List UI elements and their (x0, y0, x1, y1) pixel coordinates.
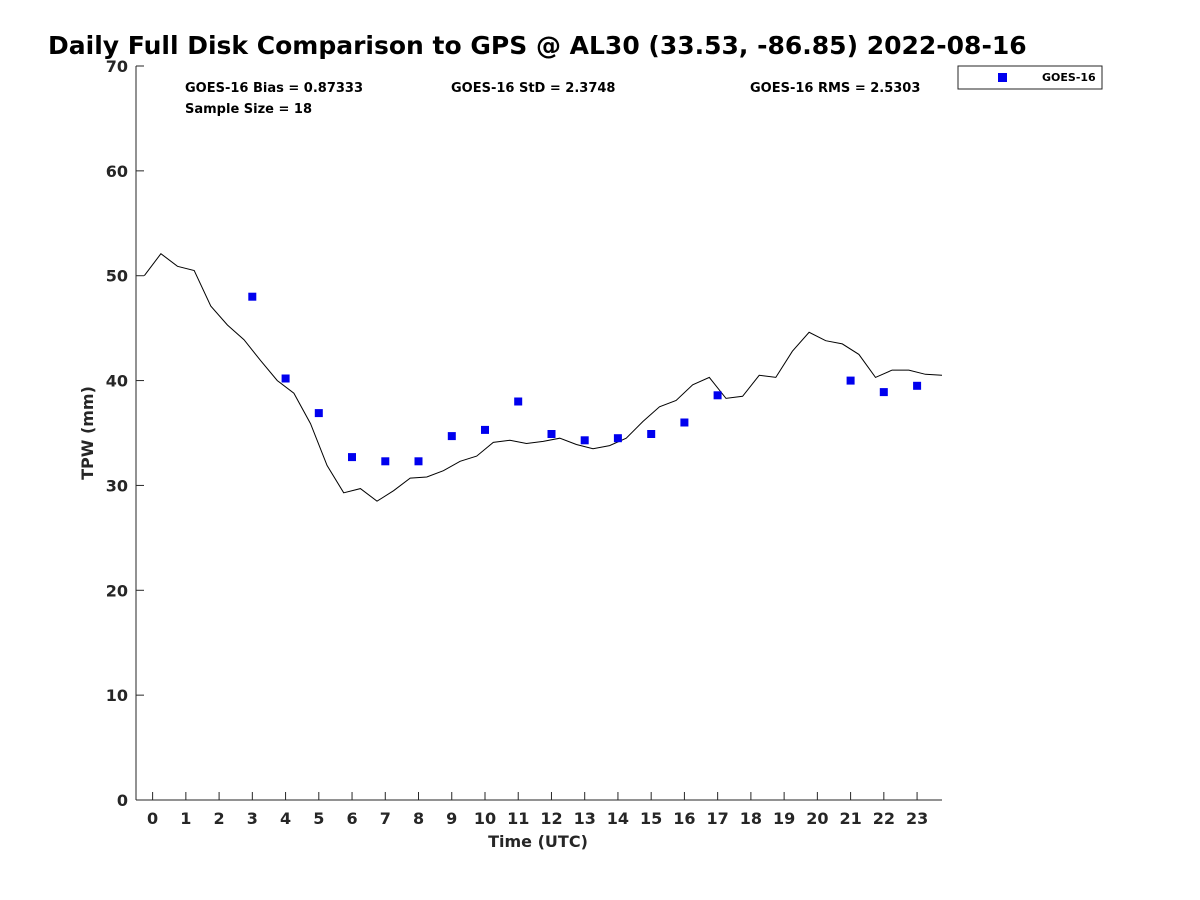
x-tick-label: 7 (380, 809, 391, 828)
legend-label: GOES-16 (1042, 71, 1096, 84)
x-tick-label: 18 (740, 809, 762, 828)
goes16-data-point (713, 391, 722, 400)
gps-tpw-line (143, 252, 943, 502)
chart-title: Daily Full Disk Comparison to GPS @ AL30… (48, 31, 1027, 60)
y-tick-label: 70 (106, 57, 128, 76)
x-tick-label: 5 (313, 809, 324, 828)
x-ticks: 0 1 2 3 4 5 6 7 8 9 10 11 12 13 14 15 16 17 18 19 20 21 22 23 (147, 792, 928, 828)
x-tick-label: 11 (507, 809, 529, 828)
x-tick-label: 16 (673, 809, 695, 828)
stats-annotations: GOES-16 Bias = 0.87333 GOES-16 StD = 2.3… (185, 81, 920, 117)
line-layer (143, 252, 943, 502)
plot-area: 0 1 2 3 4 5 6 7 8 9 10 11 12 13 14 15 16 17 18 19 20 21 22 23 0… (106, 57, 943, 828)
x-tick-label: 21 (839, 809, 861, 828)
x-tick-label: 23 (906, 809, 928, 828)
x-axis-title: Time (UTC) (488, 832, 588, 851)
x-tick-label: 17 (707, 809, 729, 828)
x-tick-label: 1 (180, 809, 191, 828)
goes16-data-point (348, 453, 356, 462)
goes16-data-point (547, 430, 556, 438)
bias-annotation: GOES-16 Bias = 0.87333 (185, 81, 363, 96)
goes16-data-point (248, 292, 257, 301)
legend-marker (998, 73, 1007, 82)
x-tick-label: 3 (247, 809, 258, 828)
x-tick-label: 19 (773, 809, 795, 828)
goes16-data-point (514, 397, 523, 406)
y-tick-label: 60 (106, 162, 128, 181)
x-tick-label: 6 (346, 809, 357, 828)
goes16-data-point (414, 457, 423, 466)
goes16-data-point (913, 381, 922, 390)
y-tick-label: 30 (106, 476, 128, 495)
y-ticks: 0 10 20 30 40 50 60 70 (106, 57, 144, 810)
goes16-data-point (481, 425, 489, 434)
y-axis-title: TPW (mm) (78, 386, 97, 480)
x-tick-label: 22 (873, 809, 895, 828)
x-tick-label: 9 (446, 809, 457, 828)
sample-size-annotation: Sample Size = 18 (185, 102, 312, 117)
x-tick-label: 14 (607, 809, 629, 828)
y-tick-label: 50 (106, 267, 128, 286)
goes16-data-point (381, 457, 390, 466)
x-tick-label: 2 (214, 809, 225, 828)
y-tick-label: 20 (106, 581, 128, 600)
goes16-data-point (447, 432, 456, 441)
y-tick-label: 0 (117, 791, 128, 810)
y-tick-label: 40 (106, 372, 128, 391)
x-tick-label: 20 (806, 809, 828, 828)
legend-box (957, 65, 1103, 90)
legend: GOES-16 (957, 65, 1103, 90)
x-tick-label: 12 (540, 809, 562, 828)
std-annotation: GOES-16 StD = 2.3748 (451, 81, 615, 96)
x-tick-label: 13 (574, 809, 596, 828)
x-tick-label: 10 (474, 809, 496, 828)
x-tick-label: 8 (413, 809, 424, 828)
goes16-data-point (613, 434, 622, 443)
goes16-data-point (281, 374, 290, 383)
goes16-data-point (580, 436, 589, 445)
goes16-data-point (846, 376, 855, 385)
goes16-data-point (647, 430, 656, 438)
marker-layer (248, 292, 922, 466)
axes (135, 66, 942, 801)
y-tick-label: 10 (106, 686, 128, 705)
x-tick-label: 0 (147, 809, 158, 828)
goes16-data-point (879, 388, 888, 397)
goes16-data-point (314, 409, 323, 418)
goes16-data-point (680, 418, 689, 427)
rms-annotation: GOES-16 RMS = 2.5303 (750, 81, 920, 96)
x-tick-label: 15 (640, 809, 662, 828)
x-tick-label: 4 (280, 809, 291, 828)
